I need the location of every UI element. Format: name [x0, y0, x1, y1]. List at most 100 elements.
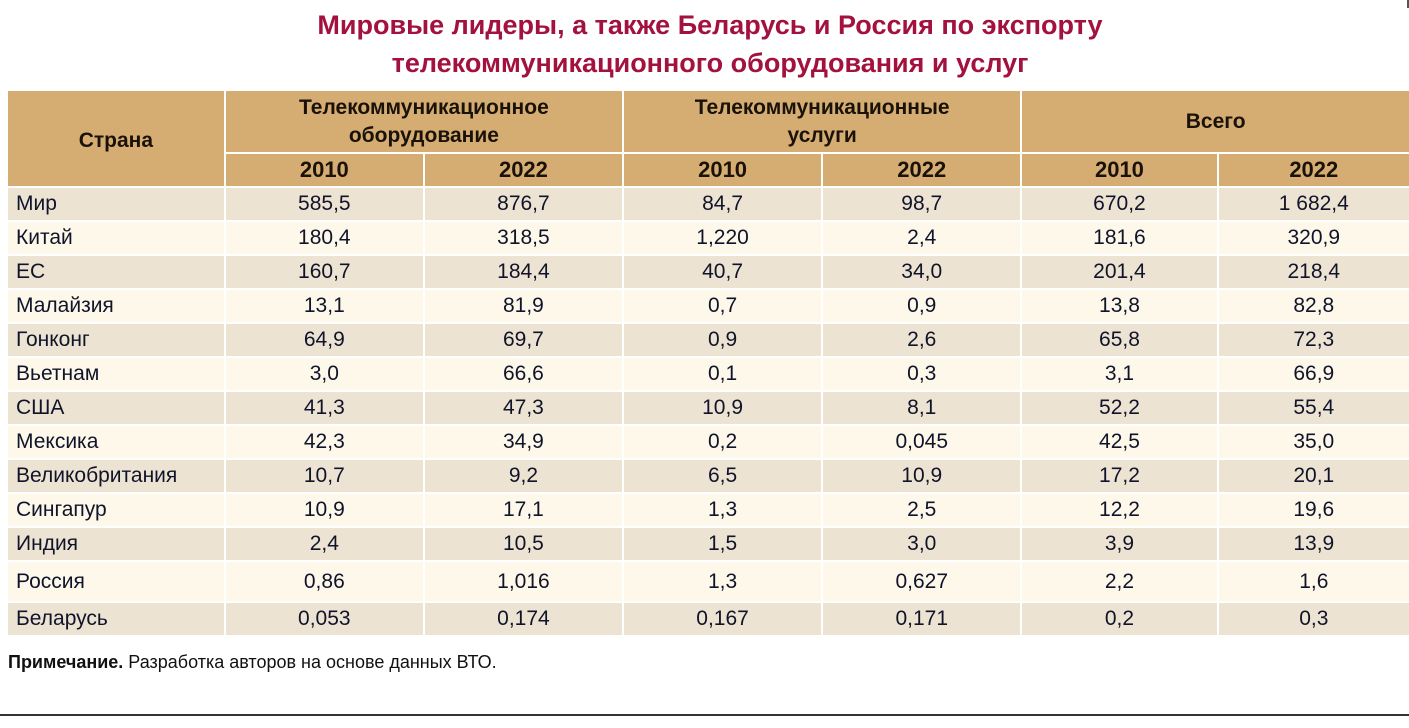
value-cell: 72,3	[1218, 324, 1409, 356]
table-row: Китай 180,4 318,5 1,220 2,4 181,6 320,9	[8, 222, 1409, 254]
country-cell: Великобритания	[8, 460, 224, 492]
title-line-1: Мировые лидеры, а также Беларусь и Росси…	[317, 10, 1103, 40]
value-cell: 0,2	[1022, 603, 1217, 635]
value-cell: 65,8	[1022, 324, 1217, 356]
country-cell: ЕС	[8, 256, 224, 288]
value-cell: 0,9	[623, 324, 822, 356]
value-cell: 17,2	[1022, 460, 1217, 492]
value-cell: 42,5	[1022, 426, 1217, 458]
window-edge	[1407, 0, 1409, 8]
title-line-2: телекоммуникационного оборудования и усл…	[391, 48, 1029, 78]
value-cell: 98,7	[823, 188, 1021, 220]
value-cell: 1,220	[623, 222, 822, 254]
value-cell: 47,3	[424, 392, 622, 424]
header-year: 2022	[424, 154, 622, 186]
value-cell: 13,8	[1022, 290, 1217, 322]
value-cell: 13,1	[225, 290, 423, 322]
value-cell: 184,4	[424, 256, 622, 288]
table-row: Гонконг 64,9 69,7 0,9 2,6 65,8 72,3	[8, 324, 1409, 356]
header-year: 2010	[1022, 154, 1217, 186]
value-cell: 160,7	[225, 256, 423, 288]
value-cell: 0,1	[623, 358, 822, 390]
value-cell: 17,1	[424, 494, 622, 526]
table-row: Малайзия 13,1 81,9 0,7 0,9 13,8 82,8	[8, 290, 1409, 322]
header-year: 2010	[623, 154, 822, 186]
value-cell: 180,4	[225, 222, 423, 254]
value-cell: 2,4	[823, 222, 1021, 254]
value-cell: 35,0	[1218, 426, 1409, 458]
table-row: Сингапур 10,9 17,1 1,3 2,5 12,2 19,6	[8, 494, 1409, 526]
country-cell: Мир	[8, 188, 224, 220]
table-row: Беларусь 0,053 0,174 0,167 0,171 0,2 0,3	[8, 603, 1409, 635]
table-row: Великобритания 10,7 9,2 6,5 10,9 17,2 20,1	[8, 460, 1409, 492]
value-cell: 3,1	[1022, 358, 1217, 390]
table-row: США 41,3 47,3 10,9 8,1 52,2 55,4	[8, 392, 1409, 424]
value-cell: 320,9	[1218, 222, 1409, 254]
value-cell: 2,4	[225, 528, 423, 560]
value-cell: 1 682,4	[1218, 188, 1409, 220]
value-cell: 0,174	[424, 603, 622, 635]
value-cell: 9,2	[424, 460, 622, 492]
header-equipment: Телекоммуникационное оборудование	[225, 91, 622, 152]
value-cell: 81,9	[424, 290, 622, 322]
country-cell: США	[8, 392, 224, 424]
value-cell: 1,3	[623, 562, 822, 601]
value-cell: 2,2	[1022, 562, 1217, 601]
value-cell: 66,6	[424, 358, 622, 390]
country-cell: Вьетнам	[8, 358, 224, 390]
value-cell: 1,6	[1218, 562, 1409, 601]
country-cell: Беларусь	[8, 603, 224, 635]
value-cell: 42,3	[225, 426, 423, 458]
value-cell: 82,8	[1218, 290, 1409, 322]
note-label: Примечание.	[8, 652, 124, 672]
header-year: 2010	[225, 154, 423, 186]
value-cell: 181,6	[1022, 222, 1217, 254]
value-cell: 34,9	[424, 426, 622, 458]
value-cell: 0,627	[823, 562, 1021, 601]
value-cell: 876,7	[424, 188, 622, 220]
value-cell: 6,5	[623, 460, 822, 492]
country-cell: Россия	[8, 562, 224, 601]
table-row: ЕС 160,7 184,4 40,7 34,0 201,4 218,4	[8, 256, 1409, 288]
table-row: Мексика 42,3 34,9 0,2 0,045 42,5 35,0	[8, 426, 1409, 458]
value-cell: 318,5	[424, 222, 622, 254]
value-cell: 34,0	[823, 256, 1021, 288]
value-cell: 69,7	[424, 324, 622, 356]
country-cell: Индия	[8, 528, 224, 560]
value-cell: 1,3	[623, 494, 822, 526]
value-cell: 8,1	[823, 392, 1021, 424]
header-country: Страна	[8, 91, 224, 186]
value-cell: 64,9	[225, 324, 423, 356]
value-cell: 40,7	[623, 256, 822, 288]
country-cell: Малайзия	[8, 290, 224, 322]
value-cell: 10,9	[823, 460, 1021, 492]
value-cell: 10,5	[424, 528, 622, 560]
value-cell: 3,9	[1022, 528, 1217, 560]
header-total: Всего	[1022, 91, 1409, 152]
country-cell: Сингапур	[8, 494, 224, 526]
value-cell: 10,7	[225, 460, 423, 492]
value-cell: 670,2	[1022, 188, 1217, 220]
export-table: Страна Телекоммуникационное оборудование…	[6, 89, 1409, 637]
value-cell: 41,3	[225, 392, 423, 424]
country-cell: Мексика	[8, 426, 224, 458]
value-cell: 0,045	[823, 426, 1021, 458]
value-cell: 20,1	[1218, 460, 1409, 492]
value-cell: 2,5	[823, 494, 1021, 526]
value-cell: 0,9	[823, 290, 1021, 322]
value-cell: 10,9	[225, 494, 423, 526]
value-cell: 201,4	[1022, 256, 1217, 288]
value-cell: 0,86	[225, 562, 423, 601]
value-cell: 52,2	[1022, 392, 1217, 424]
value-cell: 55,4	[1218, 392, 1409, 424]
value-cell: 13,9	[1218, 528, 1409, 560]
table-row: Россия 0,86 1,016 1,3 0,627 2,2 1,6	[8, 562, 1409, 601]
header-year: 2022	[1218, 154, 1409, 186]
value-cell: 3,0	[823, 528, 1021, 560]
value-cell: 12,2	[1022, 494, 1217, 526]
table-row: Мир 585,5 876,7 84,7 98,7 670,2 1 682,4	[8, 188, 1409, 220]
country-cell: Китай	[8, 222, 224, 254]
table-row: Вьетнам 3,0 66,6 0,1 0,3 3,1 66,9	[8, 358, 1409, 390]
country-cell: Гонконг	[8, 324, 224, 356]
value-cell: 3,0	[225, 358, 423, 390]
